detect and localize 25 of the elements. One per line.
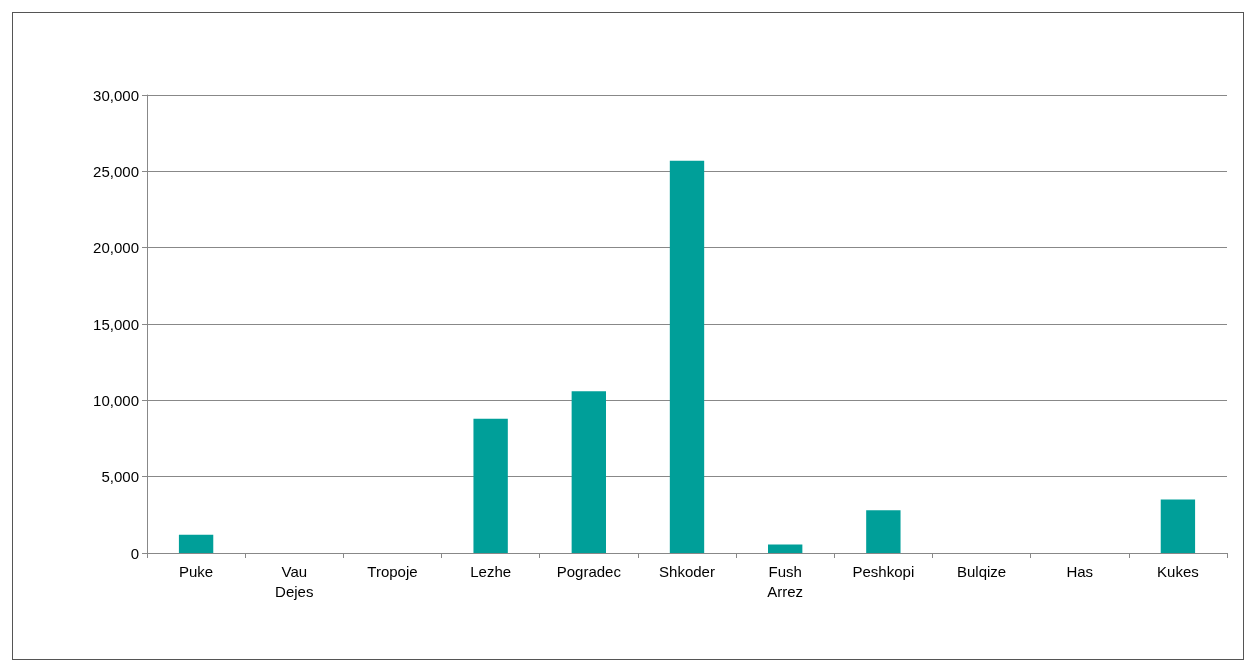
x-tick-label: Bulqize (956, 562, 1007, 580)
y-tick-label: 25,000 (93, 162, 139, 180)
x-tick-label: Has (1066, 562, 1094, 580)
bar (768, 544, 803, 553)
x-tick-label: Kukes (1157, 562, 1199, 580)
bar (866, 510, 901, 553)
bar (571, 391, 606, 553)
x-tick-label: Peshkopi (852, 562, 915, 580)
x-tick-label: Lezhe (470, 562, 512, 580)
y-tick-label: 10,000 (93, 391, 139, 409)
x-tick-label: Shkoder (659, 562, 715, 580)
y-tick-label: 20,000 (93, 239, 139, 257)
bar (473, 418, 508, 553)
x-tick-label: Tropoje (367, 562, 418, 580)
bar (669, 160, 705, 553)
x-tick-label: Vau Dejes (275, 562, 314, 600)
bar (1160, 499, 1196, 553)
x-tick-label: Pogradec (556, 562, 622, 580)
x-tick-label: Puke (178, 562, 214, 580)
y-tick-label: 30,000 (93, 86, 139, 104)
y-tick-label: 5,000 (101, 468, 139, 486)
bar (178, 534, 214, 553)
y-tick-label: 15,000 (93, 315, 139, 333)
x-tick-label: Fush Arrez (767, 562, 804, 600)
y-tick-label: 0 (130, 544, 139, 562)
